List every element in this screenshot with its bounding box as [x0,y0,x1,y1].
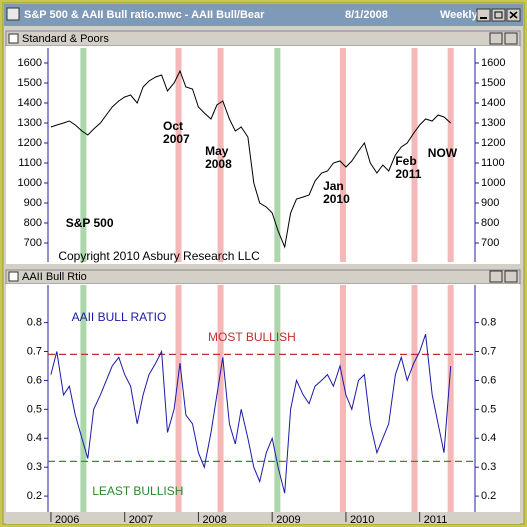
pane-plot-area [6,46,520,264]
y-tick-label: 1300 [18,117,42,129]
y-tick-label: 1100 [18,157,42,169]
annotation: Jan 2010 [323,179,350,206]
x-axis-area [6,512,520,524]
app-icon [6,7,20,21]
annotation: May 2008 [205,144,232,171]
x-tick-label: 2011 [424,514,448,526]
pane-maximize[interactable] [489,270,503,283]
highlight-band [217,285,224,512]
window-title: S&P 500 & AAII Bull ratio.mwc - AAII Bul… [24,9,265,21]
y-tick-label: 1300 [481,117,505,129]
minimize-button[interactable] [476,8,491,22]
y-tick-label: 0.6 [27,374,42,386]
pane-title: AAII Bull Rtio [22,271,87,283]
annotation: MOST BULLISH [208,330,296,345]
pane-close[interactable] [504,32,518,45]
annotation: LEAST BULLISH [92,483,184,498]
x-tick-label: 2006 [55,514,79,526]
highlight-band [339,285,346,512]
y-tick-label: 0.8 [481,316,496,328]
y-tick-label: 1500 [481,77,505,89]
pane-close[interactable] [504,270,518,283]
pane-plot-area [6,284,520,514]
y-tick-label: 900 [24,197,42,209]
window-date: 8/1/2008 [345,9,388,21]
highlight-band [274,48,281,262]
y-tick-label: 0.4 [481,432,496,444]
highlight-band [411,48,418,262]
y-tick-label: 0.2 [27,490,42,502]
y-tick-label: 0.7 [481,345,496,357]
series-line [50,334,452,494]
y-tick-label: 0.8 [27,316,42,328]
x-tick-label: 2009 [276,514,300,526]
window-buttons [476,8,521,22]
y-tick-label: 0.2 [481,490,496,502]
y-tick-label: 0.5 [27,403,42,415]
maximize-icon [494,11,503,19]
y-tick-label: 0.6 [481,374,496,386]
annotation: NOW [427,146,458,160]
highlight-band [175,285,182,512]
pane-title: Standard & Poors [22,33,109,45]
y-tick-label: 800 [481,217,499,229]
y-tick-label: 1600 [18,57,42,69]
maximize-button[interactable] [491,8,506,22]
y-tick-label: 0.5 [481,403,496,415]
pane-icon [8,33,19,44]
title-bar [4,4,523,26]
x-tick-label: 2007 [129,514,153,526]
x-tick-label: 2010 [350,514,374,526]
pane-maximize[interactable] [489,32,503,45]
y-tick-label: 1000 [481,177,505,189]
y-tick-label: 1600 [481,57,505,69]
highlight-band [80,285,87,512]
highlight-band [447,285,454,512]
y-tick-label: 1000 [18,177,42,189]
close-icon [509,11,518,19]
series-line [50,69,452,249]
y-tick-label: 1500 [18,77,42,89]
annotation: AAII BULL RATIO [71,310,167,325]
window-period: Weekly [440,9,479,21]
y-tick-label: 800 [24,217,42,229]
y-tick-label: 1400 [481,97,505,109]
y-tick-label: 1200 [18,137,42,149]
y-tick-label: 0.4 [27,432,42,444]
highlight-band [274,285,281,512]
highlight-band [80,48,87,262]
highlight-band [217,48,224,262]
annotation: S&P 500 [65,216,114,230]
y-tick-label: 1100 [481,157,505,169]
annotation: Feb 2011 [395,154,422,181]
highlight-band [447,48,454,262]
y-tick-label: 0.3 [27,461,42,473]
y-tick-label: 1400 [18,97,42,109]
annotation: Copyright 2010 Asbury Research LLC [58,249,260,263]
y-tick-label: 900 [481,197,499,209]
highlight-band [339,48,346,262]
y-tick-label: 0.7 [27,345,42,357]
annotation: Oct 2007 [163,119,190,146]
pane-icon [8,271,19,282]
highlight-band [175,48,182,262]
x-tick-label: 2008 [202,514,226,526]
y-tick-label: 700 [481,237,499,249]
y-tick-label: 700 [24,237,42,249]
highlight-band [411,285,418,512]
y-tick-label: 1200 [481,137,505,149]
y-tick-label: 0.3 [481,461,496,473]
